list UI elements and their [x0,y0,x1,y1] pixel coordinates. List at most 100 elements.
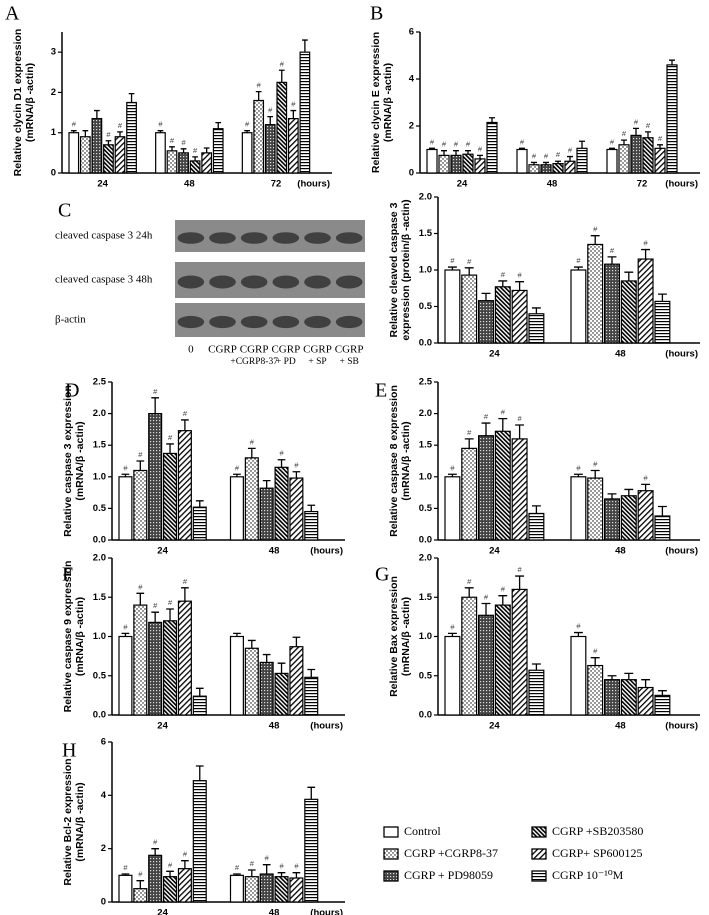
significance-mark: # [518,414,523,423]
error-bar [573,631,583,637]
significance-mark: # [644,239,649,248]
bar [163,876,178,903]
significance-mark: # [450,256,455,265]
panel-letter: C [58,200,71,222]
blot-lane-label: + SP [308,357,326,367]
significance-mark: # [484,412,489,421]
significance-mark: # [193,146,198,155]
significance-mark: # [593,459,598,468]
bar [148,413,163,541]
significance-mark: # [646,121,651,130]
legend-label: CGRP 10⁻¹⁰M [552,868,624,882]
y-tick-label: 1.5 [93,440,107,451]
blot-lane-label: CGRP [335,344,364,356]
y-tick-label: 1.5 [93,592,107,603]
y-tick-label: 1.5 [419,440,433,451]
bar [511,438,528,541]
blot-band [240,275,268,289]
y-tick-label: 1.5 [419,228,433,239]
significance-mark: # [576,256,581,265]
x-tick-label: 72 [271,179,282,190]
legend-swatch [383,826,399,838]
error-bar [621,139,627,145]
y-axis-label: Relative caspase 8 expression [388,385,400,537]
x-tick-label: 48 [615,721,626,732]
significance-mark: # [294,461,299,470]
y-tick-label: 1.0 [93,471,106,482]
error-bar [307,786,316,800]
y-tick-label: 1.0 [419,265,432,276]
legend-swatch [383,870,399,882]
significance-mark: # [520,137,525,146]
blot-strip [175,303,365,337]
y-axis-label: Relative clycin D1 expression [12,29,24,177]
blot-band [272,232,300,244]
error-bar [262,479,271,489]
error-bar [624,672,634,680]
blot-strip [175,262,365,298]
bar [289,877,304,903]
bar [201,152,213,174]
error-bar [498,595,508,606]
error-bar [181,860,189,869]
blot-row-label: cleaved caspase 3 24h [55,230,153,242]
y-tick-label: 0.5 [419,301,433,312]
blot-lane-label: 0 [188,344,194,356]
error-bar [82,130,89,137]
bar [264,124,276,174]
error-bar [609,147,615,150]
significance-mark: # [593,647,598,656]
bar [462,153,474,174]
significance-mark: # [593,225,598,234]
bar [516,148,528,174]
error-bar [262,864,271,874]
x-tick-label: 48 [547,179,558,190]
y-axis-label: expression (protein/β -actin) [400,199,412,340]
bar [289,646,304,716]
y-tick-label: 2.0 [419,408,432,419]
error-bar [136,880,145,889]
x-unit-label: (hours) [310,721,343,732]
significance-mark: # [576,463,581,472]
bar [620,679,637,716]
blot-lane-label: CGRP [240,344,269,356]
significance-mark: # [250,437,255,446]
error-bar [195,500,204,508]
bar [494,604,511,716]
y-axis-label: (mRNA/β -actin) [74,597,86,676]
x-unit-label: (hours) [665,179,698,190]
blot-band [304,232,331,244]
bar [461,447,478,541]
error-bar [195,765,204,781]
error-bar [195,687,204,697]
bar [244,457,259,541]
error-bar [607,256,617,265]
error-bar [105,140,112,145]
y-tick-label: 2.0 [419,553,432,564]
y-tick-label: 1 [51,127,57,138]
bar [637,490,654,541]
significance-mark: # [280,59,285,68]
error-bar [70,130,77,133]
significance-mark: # [138,870,143,879]
error-bar [441,150,447,156]
bar [274,672,289,716]
significance-mark: # [118,121,123,130]
error-bar [233,632,241,637]
error-bar [573,266,583,270]
bar [478,300,495,344]
significance-mark: # [450,622,455,631]
bar [570,635,587,716]
error-bar [157,130,164,133]
significance-mark: # [291,100,296,109]
bar [564,160,576,174]
bar [666,64,678,174]
significance-mark: # [658,134,663,143]
bar [426,148,438,174]
significance-mark: # [484,593,489,602]
legend-swatch [531,870,547,882]
y-tick-label: 0.0 [419,338,432,349]
error-bar [244,130,250,133]
x-tick-label: 24 [157,546,168,557]
bar [163,452,178,541]
